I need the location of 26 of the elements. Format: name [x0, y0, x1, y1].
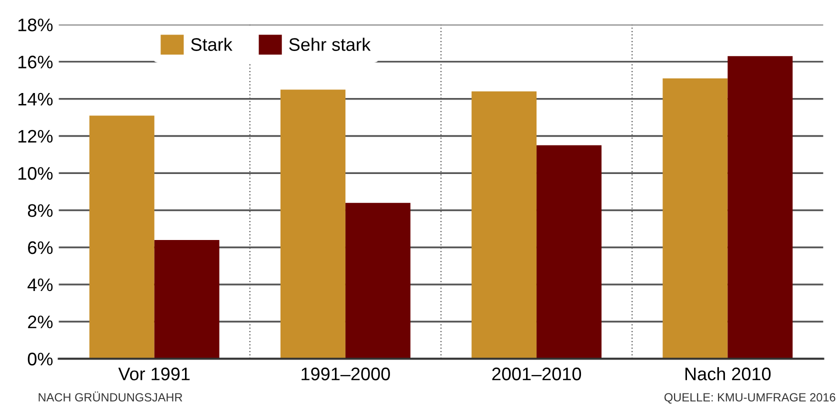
- y-tick-label: 0%: [28, 352, 53, 366]
- bar: [345, 202, 410, 359]
- legend-label: Sehr stark: [289, 38, 371, 51]
- legend-label: Stark: [191, 38, 232, 51]
- x-tick-label: 2001–2010: [492, 368, 582, 380]
- bar: [536, 145, 602, 359]
- x-tick-label: Nach 2010: [685, 367, 771, 380]
- bar: [154, 240, 220, 359]
- y-tick-label: 16%: [18, 56, 53, 68]
- y-tick-label: 18%: [18, 18, 53, 32]
- bar: [280, 90, 346, 359]
- bar: [728, 56, 793, 359]
- x-tick-label: Vor 1991: [118, 368, 190, 380]
- y-tick-label: 2%: [28, 316, 53, 328]
- bar: [89, 116, 154, 359]
- x-tick-label: 1991–2000: [302, 368, 390, 380]
- y-tick-label: 12%: [18, 130, 53, 143]
- y-tick-label: 6%: [28, 241, 53, 254]
- bar: [472, 91, 537, 359]
- y-tick-label: 4%: [28, 278, 53, 292]
- bar: [662, 78, 728, 359]
- y-tick-label: 8%: [28, 204, 53, 217]
- source-note: QUELLE: KMU-UMFRAGE 2016: [664, 393, 836, 404]
- y-tick-label: 10%: [18, 167, 53, 180]
- text: NACH GRÜNDUNGSJAHR: [38, 392, 182, 402]
- y-tick-label: 14%: [18, 92, 53, 106]
